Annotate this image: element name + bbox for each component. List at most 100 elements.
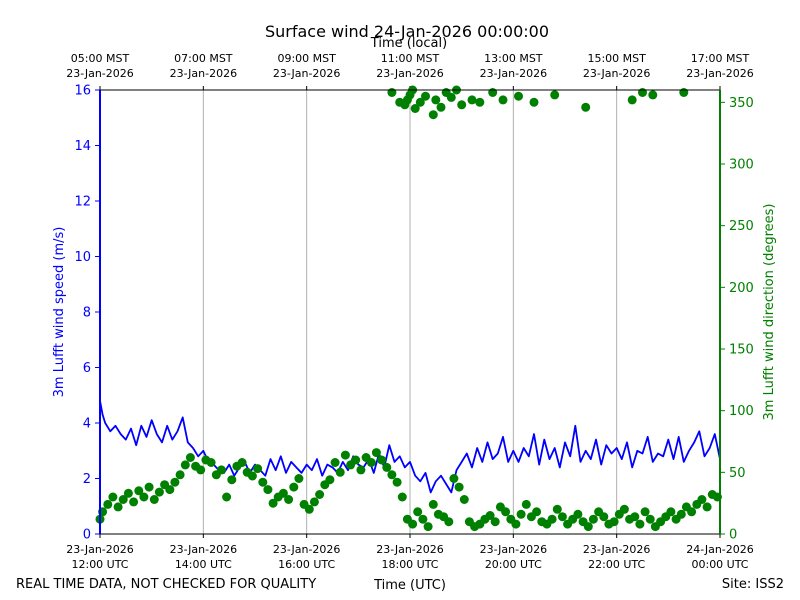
wind-direction-point <box>222 492 232 502</box>
wind-direction-point <box>516 509 526 519</box>
wind-direction-point <box>382 462 392 472</box>
wind-direction-point <box>410 104 420 113</box>
wind-direction-point <box>304 504 314 514</box>
y-right-tick-label: 100 <box>729 404 754 419</box>
y-right-label: 3m Lufft wind direction (degrees) <box>762 204 777 421</box>
wind-direction-point <box>366 458 376 467</box>
wind-direction-point <box>702 502 712 512</box>
wind-direction-point <box>436 102 446 112</box>
wind-direction-point <box>638 88 647 97</box>
wind-direction-point <box>454 482 464 492</box>
y-right-tick-label: 300 <box>729 158 754 173</box>
x-axis-label: Time (UTC) <box>373 578 446 593</box>
wind-direction-point <box>679 88 689 97</box>
wind-direction-point <box>371 448 381 458</box>
wind-direction-point <box>123 488 133 498</box>
wind-direction-point <box>392 477 402 487</box>
wind-direction-point <box>356 465 366 475</box>
wind-direction-point <box>180 460 190 470</box>
wind-direction-point <box>501 507 511 517</box>
wind-direction-point <box>431 95 441 105</box>
top-tick-date: 23-Jan-2026 <box>480 67 548 80</box>
top-tick-date: 23-Jan-2026 <box>170 67 238 80</box>
wind-direction-point <box>588 514 598 524</box>
y-right-tick-label: 0 <box>729 528 737 543</box>
right-y-axis: 0 50 100 150 200 250 300 350 <box>720 96 754 543</box>
left-y-axis: 0 2 4 6 8 10 12 14 16 <box>74 84 100 543</box>
wind-direction-point <box>227 475 237 485</box>
wind-direction-point <box>289 482 299 492</box>
wind-direction-point <box>387 470 397 480</box>
y-right-tick-label: 200 <box>729 281 754 296</box>
wind-direction-point <box>418 514 428 524</box>
top-x-axis: 05:00 MST 23-Jan-2026 07:00 MST 23-Jan-2026… <box>66 52 754 90</box>
top-tick-time: 09:00 MST <box>277 52 336 65</box>
wind-direction-point <box>335 467 345 477</box>
top-axis-label: Time (local) <box>370 36 447 51</box>
x-tick-time: 22:00 UTC <box>588 558 645 571</box>
y-left-tick-label: 8 <box>83 306 91 321</box>
wind-direction-point <box>134 486 144 496</box>
top-tick-date: 23-Jan-2026 <box>66 67 134 80</box>
wind-direction-point <box>165 485 175 495</box>
wind-direction-point <box>557 512 567 522</box>
wind-direction-point <box>635 519 645 529</box>
wind-direction-point <box>154 487 164 497</box>
wind-direction-point <box>547 514 557 524</box>
wind-direction-point <box>170 477 180 487</box>
y-left-tick-label: 12 <box>74 195 91 210</box>
wind-direction-point <box>421 91 430 101</box>
wind-direction-point <box>630 512 640 522</box>
wind-direction-point <box>666 507 676 517</box>
wind-direction-point <box>397 492 407 502</box>
x-tick-date: 23-Jan-2026 <box>583 543 651 556</box>
top-tick-date: 23-Jan-2026 <box>686 67 754 80</box>
y-left-tick-label: 4 <box>83 417 91 432</box>
wind-direction-point <box>268 498 278 508</box>
wind-direction-point <box>413 507 423 517</box>
wind-direction-point <box>144 482 154 492</box>
wind-direction-point <box>645 514 655 524</box>
wind-direction-point <box>340 450 350 460</box>
x-tick-time: 14:00 UTC <box>175 558 232 571</box>
wind-direction-point <box>408 519 418 529</box>
top-tick-time: 15:00 MST <box>587 52 646 65</box>
wind-direction-point <box>552 504 562 514</box>
wind-direction-point <box>488 88 498 97</box>
top-tick-time: 13:00 MST <box>484 52 543 65</box>
wind-direction-point <box>253 464 263 474</box>
x-tick-time: 00:00 UTC <box>691 558 748 571</box>
x-tick-date: 23-Jan-2026 <box>376 543 444 556</box>
x-tick-date: 24-Jan-2026 <box>686 543 754 556</box>
y-left-tick-label: 16 <box>74 84 91 99</box>
y-left-tick-label: 14 <box>74 139 91 154</box>
wind-direction-point <box>446 92 456 102</box>
top-tick-time: 07:00 MST <box>174 52 233 65</box>
x-tick-date: 23-Jan-2026 <box>273 543 341 556</box>
wind-direction-point <box>196 465 206 475</box>
x-tick-date: 23-Jan-2026 <box>170 543 238 556</box>
x-tick-date: 23-Jan-2026 <box>480 543 548 556</box>
wind-direction-point <box>216 465 226 475</box>
wind-direction-point <box>514 91 523 101</box>
wind-direction-point <box>619 504 629 514</box>
wind-direction-point <box>428 110 438 120</box>
wind-direction-point <box>139 492 149 502</box>
wind-direction-point <box>278 488 288 498</box>
wind-direction-point <box>581 102 591 112</box>
wind-direction-point <box>599 512 609 522</box>
wind-direction-point <box>315 490 325 499</box>
wind-direction-point <box>206 458 216 467</box>
x-tick-time: 16:00 UTC <box>278 558 335 571</box>
wind-direction-point <box>387 88 397 97</box>
wind-direction-point <box>247 471 257 481</box>
top-tick-date: 23-Jan-2026 <box>583 67 651 80</box>
x-tick-date: 23-Jan-2026 <box>66 543 134 556</box>
wind-direction-point <box>118 495 128 504</box>
wind-direction-point <box>457 100 467 110</box>
y-left-tick-label: 10 <box>74 250 91 265</box>
wind-direction-point <box>640 507 650 517</box>
x-tick-time: 18:00 UTC <box>381 558 438 571</box>
y-left-tick-label: 0 <box>83 528 91 543</box>
